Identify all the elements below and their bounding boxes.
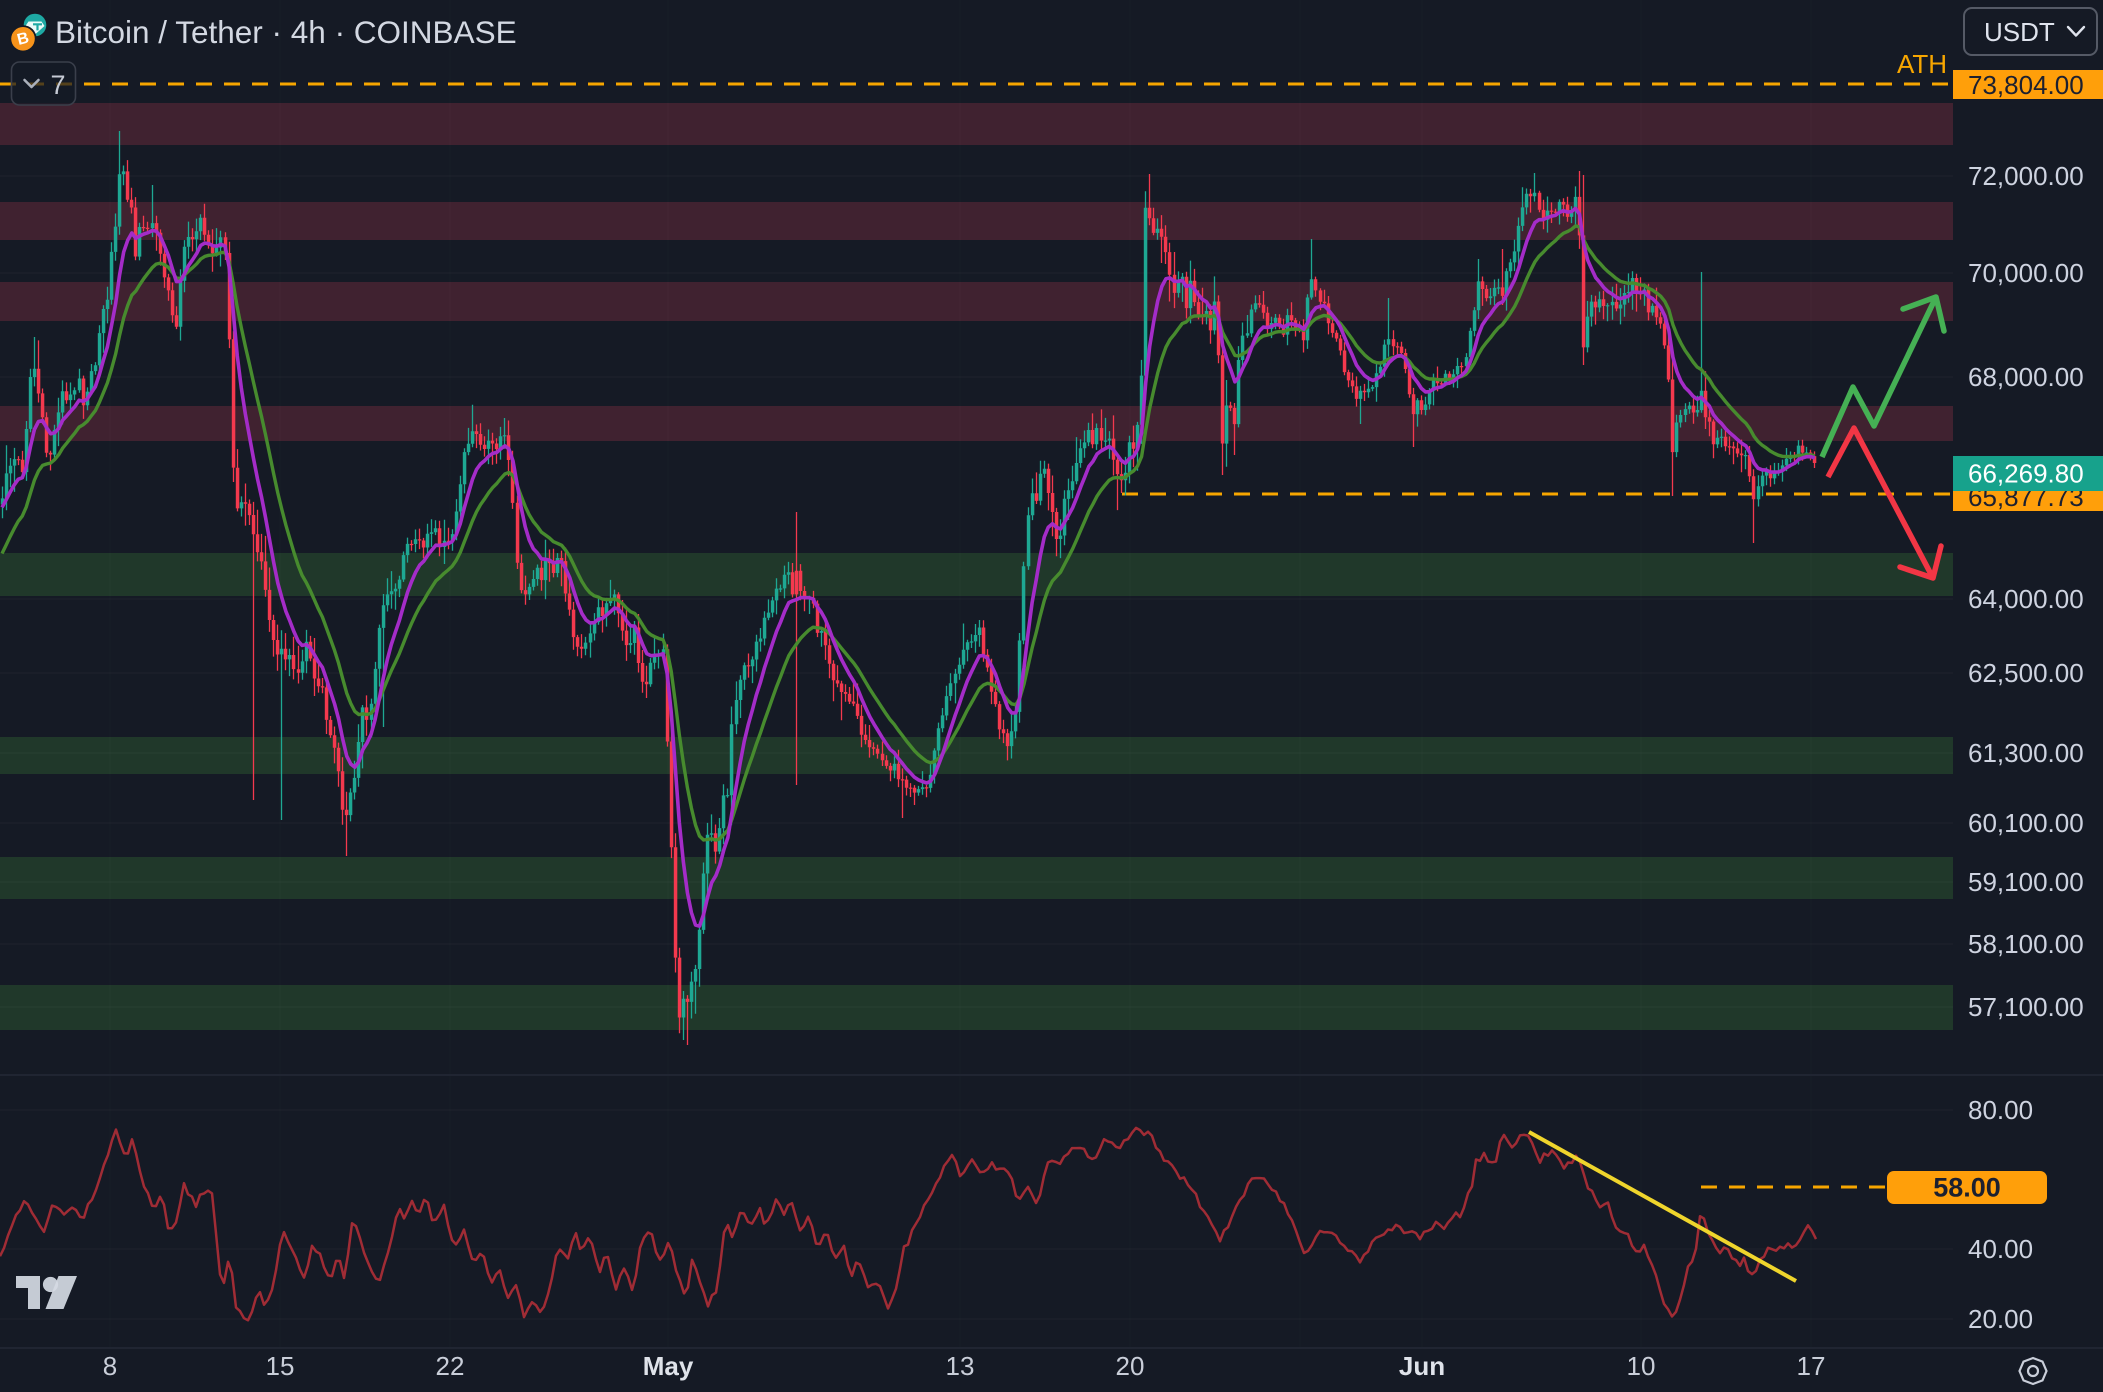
svg-text:80.00: 80.00 bbox=[1968, 1095, 2033, 1125]
svg-text:Jun: Jun bbox=[1399, 1351, 1445, 1381]
svg-text:20: 20 bbox=[1116, 1351, 1145, 1381]
svg-text:58,100.00: 58,100.00 bbox=[1968, 929, 2084, 959]
svg-text:20.00: 20.00 bbox=[1968, 1304, 2033, 1334]
svg-text:USDT: USDT bbox=[1984, 17, 2055, 47]
svg-text:72,000.00: 72,000.00 bbox=[1968, 161, 2084, 191]
svg-text:59,100.00: 59,100.00 bbox=[1968, 867, 2084, 897]
svg-text:10: 10 bbox=[1627, 1351, 1656, 1381]
svg-text:73,804.00: 73,804.00 bbox=[1968, 70, 2084, 100]
svg-text:13: 13 bbox=[946, 1351, 975, 1381]
svg-text:40.00: 40.00 bbox=[1968, 1234, 2033, 1264]
svg-text:58.00: 58.00 bbox=[1933, 1173, 2001, 1203]
svg-text:B: B bbox=[15, 30, 30, 49]
svg-text:22: 22 bbox=[436, 1351, 465, 1381]
svg-text:68,000.00: 68,000.00 bbox=[1968, 362, 2084, 392]
svg-text:8: 8 bbox=[103, 1351, 117, 1381]
svg-text:62,500.00: 62,500.00 bbox=[1968, 658, 2084, 688]
svg-text:May: May bbox=[643, 1351, 694, 1381]
svg-text:7: 7 bbox=[50, 70, 65, 100]
svg-text:70,000.00: 70,000.00 bbox=[1968, 258, 2084, 288]
svg-text:66,269.80: 66,269.80 bbox=[1968, 459, 2084, 489]
svg-text:Bitcoin / Tether · 4h · COINBA: Bitcoin / Tether · 4h · COINBASE bbox=[55, 14, 517, 50]
svg-text:60,100.00: 60,100.00 bbox=[1968, 808, 2084, 838]
svg-text:61,300.00: 61,300.00 bbox=[1968, 738, 2084, 768]
svg-text:64,000.00: 64,000.00 bbox=[1968, 584, 2084, 614]
svg-text:15: 15 bbox=[266, 1351, 295, 1381]
svg-text:ATH: ATH bbox=[1897, 49, 1947, 79]
svg-text:57,100.00: 57,100.00 bbox=[1968, 992, 2084, 1022]
svg-text:17: 17 bbox=[1797, 1351, 1826, 1381]
